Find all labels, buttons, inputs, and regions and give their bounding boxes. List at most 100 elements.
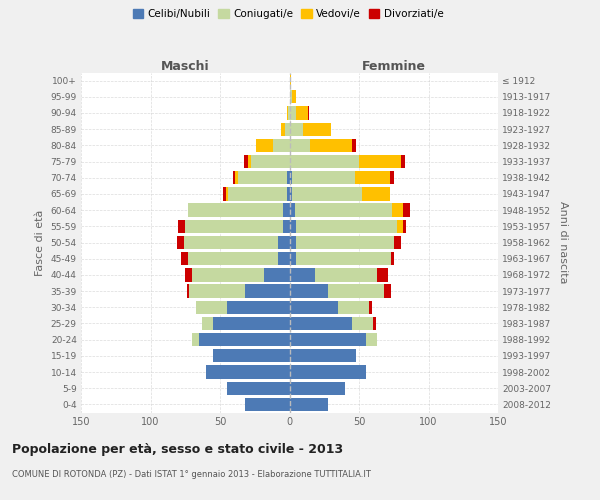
Bar (296, 252, 391, 266)
Bar (290, 155, 359, 168)
Bar (213, 317, 290, 330)
Bar (290, 188, 292, 200)
Bar (187, 284, 190, 298)
Bar (178, 220, 185, 233)
Bar (199, 333, 290, 346)
Bar (181, 252, 188, 266)
Bar (227, 300, 290, 314)
Bar (233, 171, 235, 184)
Bar (290, 268, 314, 281)
Bar (377, 268, 388, 281)
Bar (290, 138, 310, 152)
Bar (403, 204, 410, 217)
Bar (278, 252, 290, 266)
Bar (369, 300, 371, 314)
Bar (362, 188, 389, 200)
Bar (185, 268, 192, 281)
Bar (287, 171, 290, 184)
Bar (290, 106, 296, 120)
Bar (304, 122, 331, 136)
Bar (359, 155, 401, 168)
Bar (328, 284, 384, 298)
Bar (188, 252, 278, 266)
Bar (296, 220, 397, 233)
Bar (296, 106, 308, 120)
Bar (290, 236, 296, 249)
Legend: Celibi/Nubili, Coniugati/e, Vedovi/e, Divorziati/e: Celibi/Nubili, Coniugati/e, Vedovi/e, Di… (128, 5, 448, 24)
Bar (290, 74, 291, 87)
Bar (288, 106, 290, 120)
Bar (308, 106, 309, 120)
Bar (188, 204, 283, 217)
Bar (281, 122, 286, 136)
Bar (290, 349, 356, 362)
Bar (394, 236, 401, 249)
Bar (384, 284, 391, 298)
Bar (244, 155, 248, 168)
Bar (338, 300, 369, 314)
Bar (196, 300, 227, 314)
Bar (403, 220, 406, 233)
Text: COMUNE DI ROTONDA (PZ) - Dati ISTAT 1° gennaio 2013 - Elaborazione TUTTITALIA.IT: COMUNE DI ROTONDA (PZ) - Dati ISTAT 1° g… (12, 470, 371, 479)
Bar (373, 317, 376, 330)
Bar (202, 317, 213, 330)
Bar (238, 171, 287, 184)
Bar (314, 268, 377, 281)
Bar (352, 317, 373, 330)
Bar (226, 188, 229, 200)
Bar (290, 398, 328, 411)
Bar (185, 220, 283, 233)
Y-axis label: Fasce di età: Fasce di età (35, 210, 45, 276)
Bar (256, 138, 273, 152)
Bar (290, 300, 338, 314)
Bar (352, 138, 356, 152)
Bar (265, 268, 290, 281)
Bar (248, 155, 251, 168)
Bar (245, 398, 290, 411)
Bar (287, 188, 290, 200)
Bar (292, 171, 355, 184)
Bar (235, 171, 238, 184)
Bar (227, 382, 290, 395)
Bar (310, 138, 352, 152)
Text: Popolazione per età, sesso e stato civile - 2013: Popolazione per età, sesso e stato civil… (12, 442, 343, 456)
Bar (192, 333, 199, 346)
Bar (290, 122, 304, 136)
Bar (290, 333, 366, 346)
Bar (286, 122, 290, 136)
Bar (190, 284, 245, 298)
Bar (177, 236, 184, 249)
Bar (290, 317, 352, 330)
Bar (213, 349, 290, 362)
Bar (290, 252, 296, 266)
Bar (229, 188, 287, 200)
Bar (283, 204, 290, 217)
Bar (273, 138, 290, 152)
Bar (366, 333, 377, 346)
Bar (292, 90, 296, 104)
Text: Maschi: Maschi (161, 60, 209, 72)
Bar (290, 220, 296, 233)
Bar (251, 155, 290, 168)
Bar (389, 171, 394, 184)
Bar (278, 236, 290, 249)
Bar (192, 268, 265, 281)
Bar (397, 220, 403, 233)
Bar (290, 90, 292, 104)
Bar (206, 366, 290, 378)
Bar (290, 284, 328, 298)
Bar (391, 252, 394, 266)
Bar (295, 204, 392, 217)
Bar (245, 284, 290, 298)
Bar (287, 106, 288, 120)
Bar (283, 220, 290, 233)
Bar (290, 204, 295, 217)
Bar (392, 204, 403, 217)
Bar (401, 155, 405, 168)
Bar (292, 188, 362, 200)
Y-axis label: Anni di nascita: Anni di nascita (558, 201, 568, 283)
Bar (290, 366, 366, 378)
Bar (355, 171, 389, 184)
Bar (184, 236, 278, 249)
Bar (296, 236, 394, 249)
